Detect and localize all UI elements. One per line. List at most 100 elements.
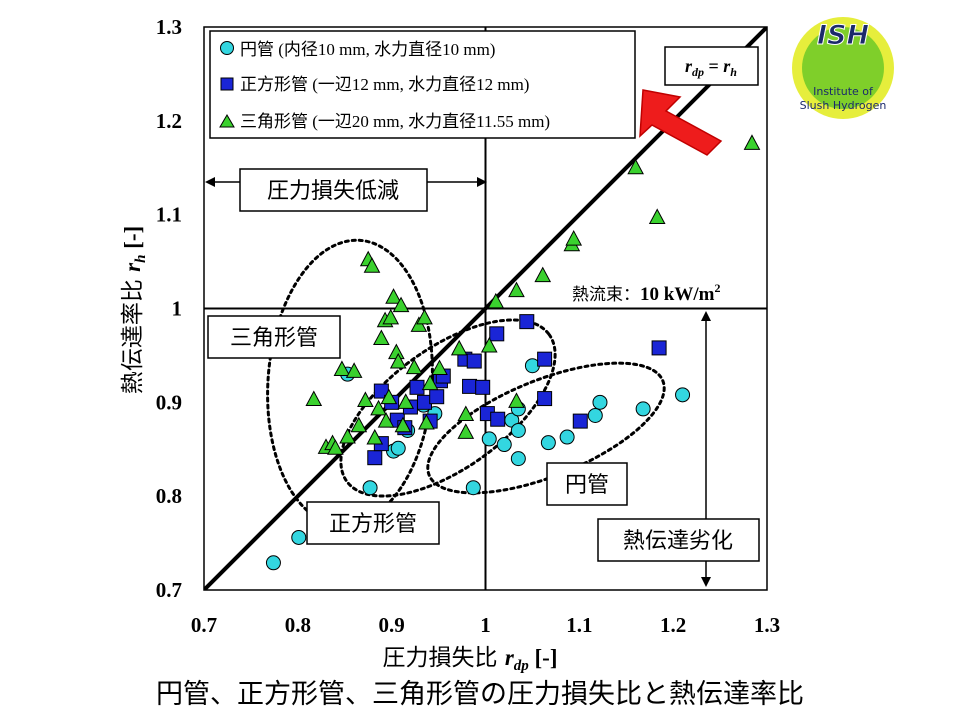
triangle-group-box: [207, 315, 341, 359]
triangle-group-label: 三角形管: [230, 326, 318, 351]
x-axis-title: 圧力損失比 rdp [-]: [383, 645, 558, 674]
square-group-label: 正方形管: [329, 512, 417, 537]
circle-group-label: 円管: [565, 473, 609, 498]
square-tube-point: [651, 340, 667, 356]
square-tube-point: [466, 353, 482, 369]
triangle-tube-point: [397, 393, 415, 409]
square-tube-point: [462, 378, 478, 394]
triangle-tube-point: [421, 374, 439, 391]
triangle-tube-point: [565, 230, 583, 246]
square-tube-point: [572, 413, 588, 429]
triangle-tube-point: [333, 360, 351, 376]
triangle-tube-point: [457, 405, 475, 422]
square-tube-point: [490, 411, 506, 427]
circle-tube-point: [592, 394, 608, 410]
triangle-tube-point: [405, 358, 423, 375]
x-tick-label: 1: [480, 613, 491, 637]
legend-label-circle: 円管 (内径10 mm, 水力直径10 mm): [240, 40, 495, 59]
triangle-tube-point: [377, 412, 395, 428]
x-tick-label: 1.1: [566, 613, 592, 637]
triangle-tube-point: [416, 308, 433, 325]
y-tick-label: 1.3: [156, 15, 182, 39]
legend: 円管 (内径10 mm, 水力直径10 mm) 正方形管 (一辺12 mm, 水…: [209, 30, 636, 139]
legend-marker-circle: [220, 41, 234, 55]
circle-tube-point: [559, 429, 575, 445]
triangle-tube-point: [457, 423, 475, 439]
x-tick-label: 1.2: [660, 613, 686, 637]
circle-tube-point: [675, 387, 691, 403]
degradation-label: 熱伝達劣化: [623, 529, 733, 554]
triangle-tube-point: [385, 288, 402, 304]
x-tick-label: 0.9: [379, 613, 405, 637]
pressure-reduction-annotation: 圧力損失低減: [205, 168, 487, 212]
y-tick-labels: 0.7 0.8 0.9 1 1.1 1.2 1.3: [156, 15, 182, 602]
y-tick-label: 1.2: [156, 109, 182, 133]
triangle-tube-point: [534, 266, 552, 283]
triangle-tube-point: [327, 439, 344, 455]
x-tick-label: 1.3: [754, 613, 780, 637]
legend-marker-square: [220, 77, 234, 91]
triangle-tube-point: [389, 352, 407, 369]
triangle-tube-point: [627, 158, 644, 175]
logo-line1: Institute of: [813, 85, 874, 98]
series-marks: [265, 134, 761, 571]
x-tick-labels: 0.7 0.8 0.9 1 1.1 1.2 1.3: [191, 613, 780, 637]
circle-tube-point: [390, 440, 406, 456]
circle-tube-point: [265, 555, 281, 571]
square-tube-point: [409, 379, 425, 395]
y-tick-label: 1.1: [156, 203, 182, 227]
triangle-tube-point: [373, 329, 390, 346]
degradation-box: [597, 518, 760, 562]
triangle-tube-point: [394, 416, 412, 433]
circle-group-box: [546, 462, 628, 506]
triangle-tube-point: [450, 339, 468, 356]
triangle-tube-point: [480, 336, 498, 353]
triangle-tube-point: [363, 257, 381, 273]
circle-tube-point: [465, 480, 481, 496]
circle-tube-point: [635, 401, 651, 417]
circle-tube-point: [481, 431, 497, 447]
circle-tube-point: [362, 480, 378, 496]
square-group-box: [306, 501, 440, 545]
triangle-tube-point: [418, 413, 435, 430]
heat-flux-label: 熱流束：10 kW/m2: [572, 281, 720, 305]
square-tube-point: [537, 351, 553, 367]
circle-tube-point: [510, 422, 526, 438]
pressure-reduction-box: [239, 168, 428, 212]
diagonal-label-text: rdp = rh: [685, 56, 737, 79]
logo-inner-circle: [802, 27, 884, 109]
logo-title: ISH: [817, 20, 869, 51]
legend-box: [209, 30, 636, 139]
circle-tube-point: [291, 529, 307, 545]
triangle-tube-point: [392, 296, 410, 313]
triangle-tube-point: [648, 208, 666, 224]
square-tube-point: [475, 379, 491, 395]
triangle-tube-point: [382, 308, 400, 325]
triangle-tube-point: [508, 392, 525, 408]
triangle-tube-point: [305, 390, 323, 407]
y-tick-label: 0.8: [156, 484, 182, 508]
pressure-reduction-label: 圧力損失低減: [267, 179, 399, 204]
red-arrow-shape: [639, 89, 723, 156]
triangle-tube-point: [487, 292, 505, 309]
circle-tube-point: [510, 451, 526, 467]
triangle-tube-point: [357, 391, 374, 407]
y-tick-label: 1: [172, 297, 183, 321]
triangle-tube-point: [508, 281, 525, 298]
legend-label-square: 正方形管 (一辺12 mm, 水力直径12 mm): [240, 75, 529, 94]
triangle-tube-point: [370, 399, 387, 416]
circle-tube-point: [496, 437, 512, 453]
square-tube-point: [519, 314, 535, 330]
x-tick-label: 0.8: [285, 613, 311, 637]
degradation-annotation: 熱伝達劣化: [597, 311, 760, 587]
x-tick-label: 0.7: [191, 613, 217, 637]
logo-line2: Slush Hydrogen: [800, 99, 887, 112]
triangle-tube-point: [345, 362, 363, 378]
ish-logo: ISH Institute of Slush Hydrogen: [792, 17, 894, 119]
y-tick-label: 0.7: [156, 578, 182, 602]
legend-marker-triangle: [219, 114, 235, 128]
triangle-tube-point: [410, 316, 428, 332]
triangle-tube-point: [743, 134, 761, 150]
triangle-tube-point: [366, 428, 384, 445]
